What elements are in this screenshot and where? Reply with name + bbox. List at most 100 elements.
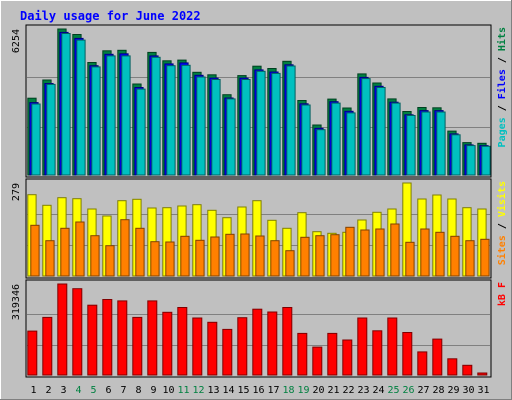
- bar-kb-f-day-1: [27, 330, 38, 376]
- bar-kb-f-day-12: [192, 317, 203, 376]
- bar-sites-day-30: [465, 240, 475, 277]
- bar-sites-day-27: [420, 228, 430, 277]
- bar-kb-f-day-17: [267, 311, 278, 376]
- bar-pages-day-2: [46, 83, 56, 176]
- x-label-day-23: 23: [357, 385, 369, 396]
- bar-pages-day-15: [241, 79, 251, 176]
- bar-kb-f-day-20: [312, 346, 323, 376]
- bar-pages-day-23: [361, 78, 371, 176]
- x-label-day-20: 20: [312, 385, 324, 396]
- x-label-day-15: 15: [237, 385, 249, 396]
- x-label-day-6: 6: [105, 385, 111, 396]
- bar-pages-day-29: [451, 134, 461, 176]
- bar-kb-f-day-28: [432, 338, 443, 376]
- x-label-day-9: 9: [150, 385, 156, 396]
- bar-kb-f-day-24: [372, 330, 383, 376]
- x-label-day-25: 25: [387, 385, 399, 396]
- bar-pages-day-26: [406, 115, 416, 176]
- bar-sites-day-24: [375, 228, 385, 277]
- x-label-day-24: 24: [372, 385, 384, 396]
- x-label-day-10: 10: [162, 385, 174, 396]
- bar-kb-f-day-9: [147, 300, 158, 376]
- x-label-day-14: 14: [222, 385, 234, 396]
- bar-kb-f-day-13: [207, 321, 218, 376]
- bar-pages-day-18: [286, 65, 296, 176]
- bar-pages-day-31: [481, 145, 491, 176]
- bar-pages-day-22: [346, 112, 356, 176]
- bar-pages-day-12: [196, 76, 206, 176]
- bar-sites-day-8: [135, 227, 145, 277]
- chart-title: Daily usage for June 2022: [20, 9, 201, 23]
- bar-kb-f-day-23: [357, 317, 368, 376]
- bar-sites-day-9: [150, 241, 160, 277]
- x-axis-labels: 1 2 3 4 5 6 7 8 9 10 11 12 13 14 15 16 17 18 19 20 21 22 23 24 2…: [30, 385, 489, 396]
- bar-sites-day-22: [345, 226, 355, 277]
- bar-sites-day-10: [165, 241, 175, 277]
- bar-sites-day-1: [30, 224, 40, 277]
- panel-kbytes: 319346 kB F: [11, 279, 508, 378]
- bar-kb-f-day-4: [72, 288, 83, 376]
- panel-legend-label: Sites / Visits: [496, 181, 508, 265]
- x-label-day-29: 29: [447, 385, 459, 396]
- bar-sites-day-13: [210, 236, 220, 277]
- bar-kb-f-day-3: [57, 283, 68, 376]
- bar-kb-f-day-14: [222, 328, 233, 376]
- x-label-day-26: 26: [402, 385, 414, 396]
- legend-part: /: [497, 99, 508, 117]
- legend-part: /: [497, 217, 508, 235]
- bar-pages-day-24: [376, 87, 386, 176]
- bar-sites-day-31: [480, 238, 490, 277]
- bar-pages-day-21: [331, 102, 341, 176]
- panel-hits: 6254 Pages / Files / Hits: [11, 24, 508, 178]
- x-label-day-7: 7: [120, 385, 126, 396]
- bar-kb-f-day-31: [477, 372, 488, 376]
- bar-pages-day-13: [211, 79, 221, 176]
- bar-pages-day-10: [166, 65, 176, 176]
- bar-pages-day-4: [76, 39, 86, 176]
- bar-kb-f-day-8: [132, 316, 143, 376]
- bar-pages-day-11: [181, 64, 191, 176]
- bar-sites-day-18: [285, 250, 295, 277]
- bar-pages-day-8: [136, 88, 146, 176]
- legend-part: Hits: [496, 27, 508, 51]
- legend-part: Sites: [496, 235, 508, 265]
- bar-sites-day-17: [270, 240, 280, 277]
- bar-pages-day-1: [31, 103, 41, 176]
- x-label-day-4: 4: [75, 385, 81, 396]
- bar-kb-f-day-29: [447, 358, 458, 376]
- bar-pages-day-28: [436, 111, 446, 176]
- bar-sites-day-14: [225, 233, 235, 277]
- bar-kb-f-day-7: [117, 300, 128, 376]
- bar-kb-f-day-11: [177, 307, 188, 376]
- bar-sites-day-26: [405, 241, 415, 277]
- bar-kb-f-day-21: [327, 332, 338, 376]
- x-label-day-16: 16: [252, 385, 264, 396]
- bar-kb-f-day-27: [417, 351, 428, 376]
- bar-kb-f-day-25: [387, 317, 398, 376]
- bar-sites-day-4: [75, 221, 85, 277]
- bar-kb-f-day-2: [42, 316, 53, 376]
- legend-part: Visits: [496, 181, 508, 217]
- x-label-day-17: 17: [267, 385, 279, 396]
- bar-kb-f-day-6: [102, 299, 113, 376]
- x-label-day-8: 8: [135, 385, 141, 396]
- bar-sites-day-6: [105, 245, 115, 277]
- scale-max-label: 319346: [11, 284, 22, 320]
- bar-sites-day-29: [450, 235, 460, 277]
- bar-pages-day-7: [121, 55, 131, 176]
- x-label-day-21: 21: [327, 385, 339, 396]
- x-label-day-11: 11: [177, 385, 189, 396]
- chart-panels: 6254 Pages / Files / Hits 279 Sites / Visit…: [11, 24, 508, 378]
- x-label-day-12: 12: [192, 385, 204, 396]
- bar-kb-f-day-18: [282, 307, 293, 376]
- bar-pages-day-5: [91, 66, 101, 176]
- bar-kb-f-day-26: [402, 332, 413, 376]
- bar-pages-day-16: [256, 70, 266, 176]
- legend-part: Pages: [497, 117, 508, 147]
- bar-sites-day-28: [435, 231, 445, 277]
- bar-pages-day-19: [301, 104, 311, 176]
- bar-sites-day-21: [330, 234, 340, 277]
- bar-sites-day-2: [45, 240, 55, 277]
- bar-kb-f-day-15: [237, 317, 248, 376]
